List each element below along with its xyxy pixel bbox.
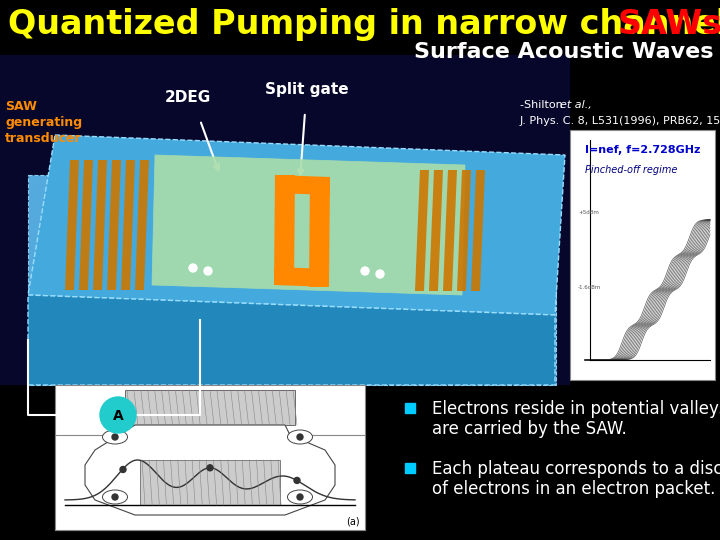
Text: 2DEG: 2DEG: [165, 90, 211, 105]
FancyBboxPatch shape: [570, 130, 715, 380]
Polygon shape: [415, 170, 429, 291]
Circle shape: [204, 267, 212, 275]
Polygon shape: [443, 170, 457, 291]
Circle shape: [112, 494, 118, 500]
Text: -Shilton: -Shilton: [520, 100, 566, 110]
Text: (a): (a): [346, 517, 360, 527]
FancyBboxPatch shape: [140, 460, 280, 505]
Polygon shape: [107, 160, 121, 290]
FancyBboxPatch shape: [55, 385, 365, 530]
Text: are carried by the SAW.: are carried by the SAW.: [432, 420, 626, 438]
Text: Surface Acoustic Waves: Surface Acoustic Waves: [415, 42, 714, 62]
Polygon shape: [28, 135, 565, 315]
Text: -1.6dBm: -1.6dBm: [578, 285, 601, 290]
Text: SAWs: SAWs: [618, 8, 720, 41]
Text: I=nef, f=2.728GHz: I=nef, f=2.728GHz: [585, 145, 701, 155]
Polygon shape: [85, 425, 335, 515]
FancyBboxPatch shape: [0, 55, 570, 385]
Circle shape: [361, 267, 369, 275]
Polygon shape: [65, 160, 79, 290]
Polygon shape: [471, 170, 485, 291]
Polygon shape: [429, 170, 443, 291]
Circle shape: [376, 270, 384, 278]
FancyBboxPatch shape: [125, 390, 295, 425]
Polygon shape: [274, 175, 295, 285]
Polygon shape: [93, 160, 107, 290]
Text: Electrons reside in potential valleys and: Electrons reside in potential valleys an…: [432, 400, 720, 418]
Polygon shape: [274, 267, 329, 287]
Circle shape: [297, 434, 303, 440]
Polygon shape: [28, 175, 556, 310]
Circle shape: [207, 465, 213, 471]
Text: Split gate: Split gate: [265, 82, 348, 97]
Polygon shape: [121, 160, 135, 290]
Ellipse shape: [287, 490, 312, 504]
Circle shape: [100, 397, 136, 433]
Text: J. Phys. C. 8, L531(1996), PRB62, 1564 (2000).: J. Phys. C. 8, L531(1996), PRB62, 1564 (…: [520, 116, 720, 126]
FancyBboxPatch shape: [55, 435, 365, 530]
Polygon shape: [79, 160, 93, 290]
Circle shape: [189, 264, 197, 272]
Ellipse shape: [102, 430, 127, 444]
Text: of electrons in an electron packet.: of electrons in an electron packet.: [432, 480, 716, 498]
Polygon shape: [457, 170, 471, 291]
Text: et al.,: et al.,: [560, 100, 592, 110]
Polygon shape: [309, 177, 330, 287]
Text: Quantized Pumping in narrow channel using: Quantized Pumping in narrow channel usin…: [8, 8, 720, 41]
Text: Each plateau corresponds to a discrete number: Each plateau corresponds to a discrete n…: [432, 460, 720, 478]
Circle shape: [112, 434, 118, 440]
Polygon shape: [28, 295, 555, 385]
Circle shape: [294, 477, 300, 483]
Text: SAW
generating
transducer: SAW generating transducer: [5, 100, 82, 145]
Polygon shape: [28, 310, 556, 385]
Text: Pinched-off regime: Pinched-off regime: [585, 165, 678, 175]
Circle shape: [120, 467, 126, 472]
Text: +5dBm: +5dBm: [578, 210, 599, 215]
Polygon shape: [135, 160, 149, 290]
Circle shape: [297, 494, 303, 500]
Polygon shape: [275, 175, 330, 195]
Text: A: A: [112, 409, 123, 423]
Polygon shape: [152, 155, 465, 295]
Ellipse shape: [287, 430, 312, 444]
Ellipse shape: [102, 490, 127, 504]
